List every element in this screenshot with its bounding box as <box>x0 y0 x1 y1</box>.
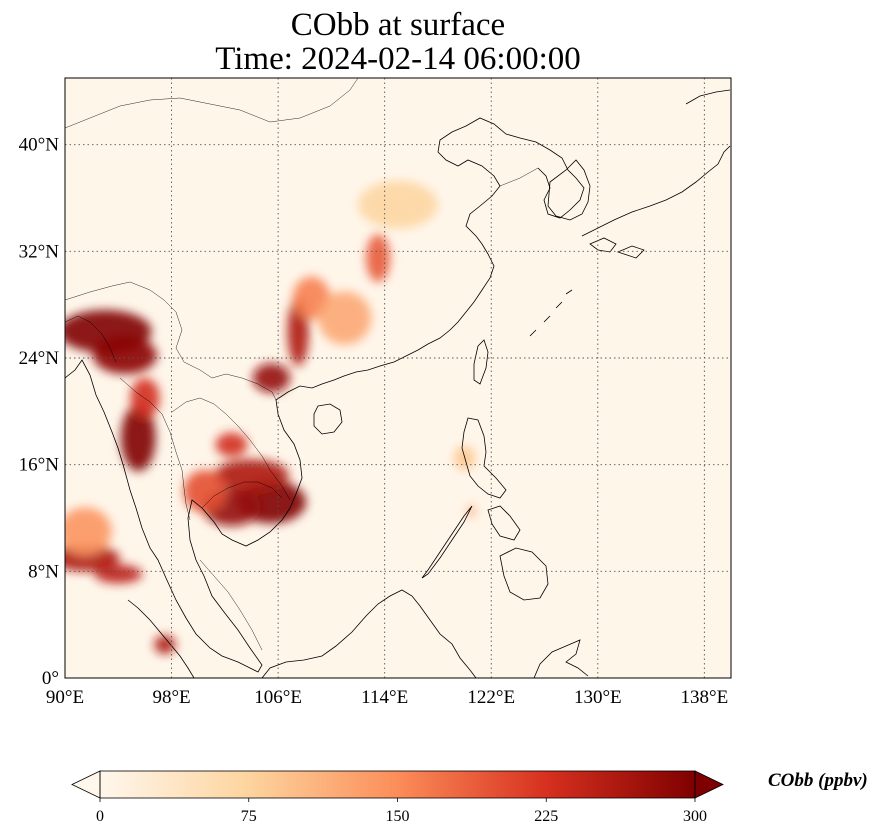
longitude-ticks: 90°E 98°E 106°E 114°E 122°E 130°E 138°E <box>46 687 728 708</box>
korean-peninsula <box>547 159 591 221</box>
lon-tick-label-3: 114°E <box>361 687 408 708</box>
lon-tick-label-1: 98°E <box>152 687 190 708</box>
hotspot-18 <box>154 635 176 655</box>
lat-tick-label-1: 8°N <box>28 561 59 582</box>
lat-tick-label-4: 32°N <box>19 241 60 262</box>
taiwan-island <box>473 339 489 385</box>
lat-tick-label-5: 40°N <box>19 135 60 156</box>
luzon-island <box>461 417 507 499</box>
hotspot-11 <box>215 432 248 457</box>
hotspot-6 <box>65 507 112 556</box>
mainland-coastline <box>65 117 585 673</box>
colorbar-gradient <box>100 771 695 798</box>
colorbar-extend-high <box>694 770 724 799</box>
colorbar-ticks: 0 75 150 225 300 <box>96 798 707 825</box>
country-borders <box>65 78 539 651</box>
lat-tick-label-2: 16°N <box>19 455 60 476</box>
colorbar-extend-low <box>71 770 101 799</box>
colorbar-tick-label-0: 0 <box>96 808 104 825</box>
colorbar-tick-label-3: 225 <box>534 808 558 825</box>
lon-tick-label-0: 90°E <box>46 687 84 708</box>
hotspot-5 <box>94 564 143 584</box>
lon-tick-label-4: 122°E <box>467 687 515 708</box>
lat-tick-label-0: 0° <box>42 668 59 689</box>
border-thai-malay <box>199 559 263 651</box>
map-background <box>65 78 731 678</box>
mindanao-island <box>499 547 549 601</box>
lon-tick-label-6: 138°E <box>681 687 729 708</box>
border-myanmar-thailand <box>119 377 191 521</box>
hotspot-20 <box>467 504 476 518</box>
japan-islands <box>581 89 731 259</box>
colorbar-tick-label-2: 150 <box>386 808 410 825</box>
hotspot-3 <box>130 378 160 418</box>
border-laos-vietnam <box>171 397 291 501</box>
latitude-ticks: 0° 8°N 16°N 24°N 32°N 40°N <box>19 135 60 689</box>
palawan-island <box>421 505 473 579</box>
map-title-line-1: CObb at surface <box>290 7 506 43</box>
lat-tick-label-3: 24°N <box>19 348 60 369</box>
hotspot-2 <box>120 404 156 472</box>
map-frame <box>64 77 732 679</box>
colorbar-tick-label-4: 300 <box>683 808 707 825</box>
gridlines <box>65 78 731 678</box>
concentration-field <box>65 180 476 655</box>
border-thailand-cambodia <box>201 481 283 509</box>
hotspot-1 <box>92 336 157 375</box>
border-china-korea <box>499 167 539 187</box>
hotspot-9 <box>214 459 289 492</box>
sumatra-island <box>127 599 195 678</box>
map-panel: 90°E 98°E 106°E 114°E 122°E 130°E 138°E 0° 8°N 1… <box>19 77 732 708</box>
border-india-bangladesh <box>65 315 117 363</box>
hainan-island <box>313 403 343 435</box>
colorbar: 0 75 150 225 300 <box>71 770 724 825</box>
colorbar-tick-label-1: 75 <box>241 808 257 825</box>
lon-tick-label-2: 106°E <box>254 687 302 708</box>
colorbar-label: CObb (ppbv) <box>768 770 868 791</box>
hotspot-12 <box>252 363 291 393</box>
border-china-mongolia <box>65 78 359 129</box>
coastlines <box>65 89 731 678</box>
sulawesi-island <box>533 639 589 678</box>
hotspot-16 <box>366 234 391 282</box>
hotspot-15 <box>318 291 372 345</box>
visayas-islands <box>487 505 521 541</box>
border-china-south <box>65 281 277 401</box>
lon-tick-label-5: 130°E <box>574 687 622 708</box>
hotspot-10 <box>183 470 227 513</box>
borneo-island <box>261 589 477 678</box>
map-title-line-2: Time: 2024-02-14 06:00:00 <box>215 41 581 77</box>
ryukyu-islands <box>529 289 573 337</box>
hotspot-17 <box>358 180 438 229</box>
